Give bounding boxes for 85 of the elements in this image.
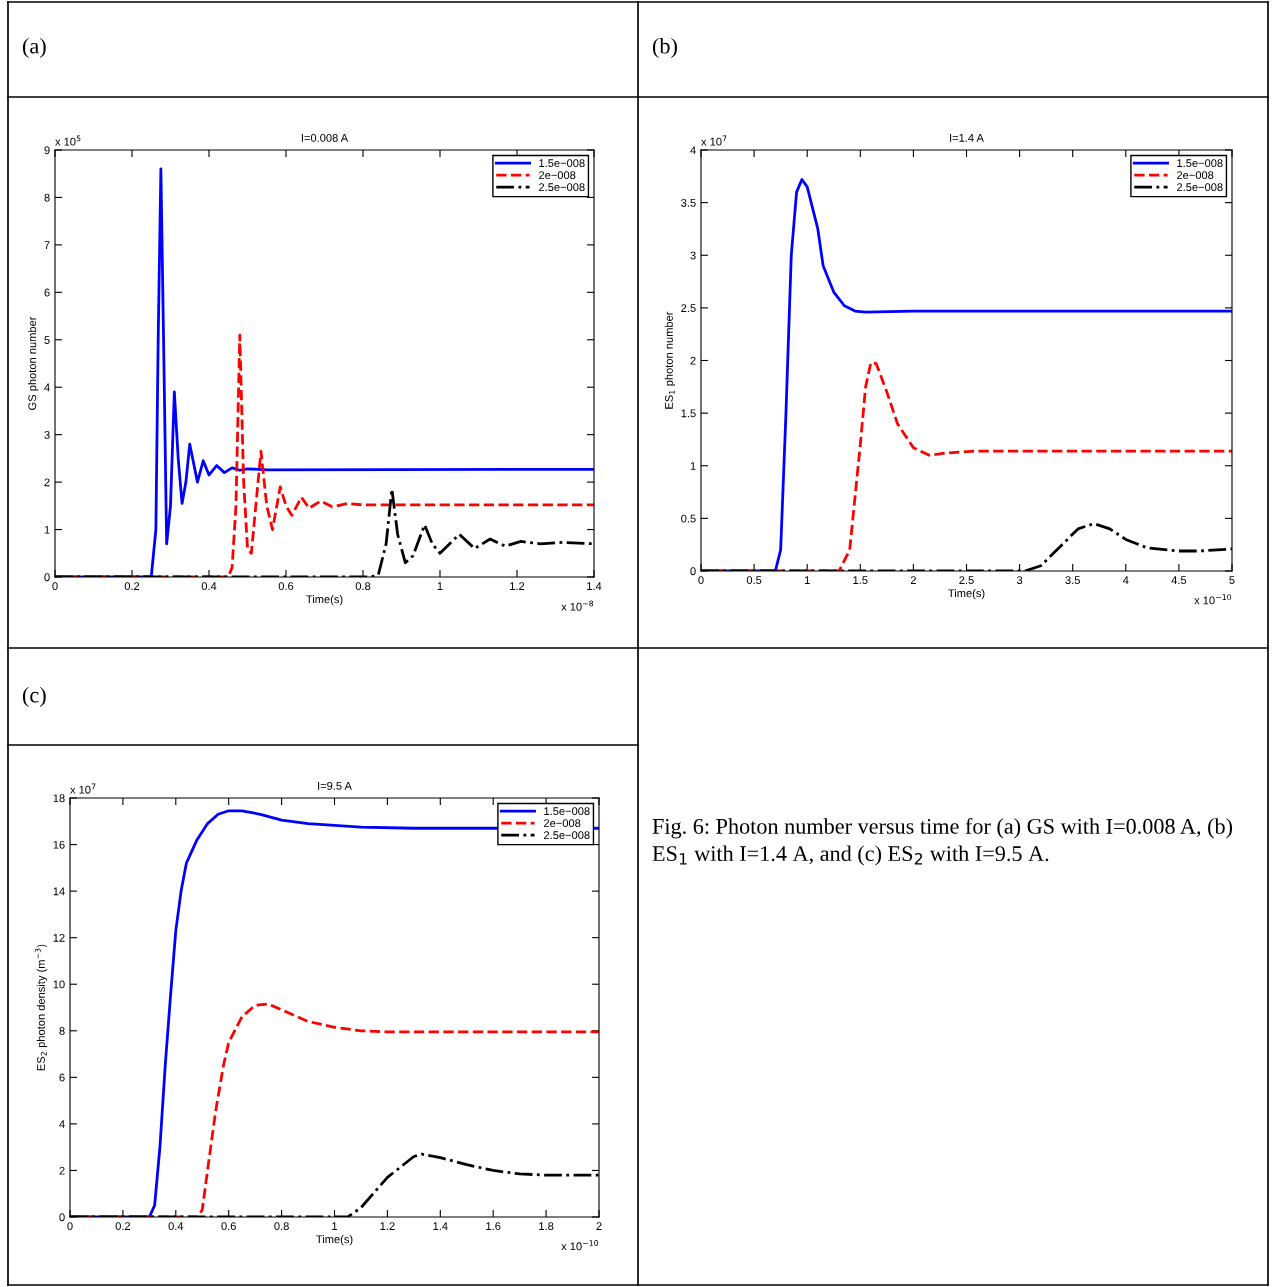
text: x 10$^{−10}$ — [1194, 594, 1232, 605]
x-axis-title: Time(s) — [306, 595, 343, 606]
x-tick-label: 4.5 — [1171, 576, 1187, 585]
caption: Fig. 6: Photon number versus time for (a) GS with I=0.008 A, (b) ES$_{1}$ with I=1.4 A, and (c) ES$_{2}$ with I=9.5 A. — [652, 818, 1233, 866]
x-tick-label: 0 — [67, 1222, 73, 1231]
chart-title: I=1.4 A — [950, 134, 984, 142]
text: x 10$^{−10}$ — [561, 1240, 599, 1251]
x-tick-label: 2 — [910, 576, 916, 584]
y-tick-label: 1 — [44, 525, 50, 534]
y-axis-title: ES$_{1}$ photon number — [664, 311, 676, 409]
x-tick-label: 1.4 — [587, 582, 602, 590]
y-axis-title: ES$_{2}$ photon density (m$^{−3}$) — [34, 944, 48, 1071]
x-tick-label: 1.5 — [853, 576, 868, 585]
x-tick-label: 4 — [1122, 576, 1129, 584]
x-tick-label: 1.2 — [510, 582, 525, 590]
x-tick-label: 0.4 — [168, 1222, 184, 1231]
y-tick-label: 6 — [59, 1073, 65, 1082]
y-tick-label: 6 — [44, 288, 50, 297]
text: x 10$^{7}$ — [701, 135, 727, 146]
legend-label: 2e−008 — [1177, 171, 1214, 180]
x-tick-label: 0 — [698, 576, 704, 585]
y-tick-label: 3.5 — [681, 198, 696, 207]
y-tick-label: 14 — [53, 887, 65, 896]
y-tick-label: 4 — [59, 1120, 65, 1128]
x-tick-label: 5 — [1229, 576, 1235, 585]
y-tick-label: 18 — [53, 794, 65, 803]
y-tick-label: 8 — [59, 1027, 65, 1035]
text: x 10$^{5}$ — [55, 135, 81, 146]
legend-label: 2.5e−008 — [544, 831, 590, 840]
x-tick-label: 1 — [332, 1222, 338, 1230]
y-tick-label: 4 — [690, 146, 696, 155]
legend-label: 2.5e−008 — [1177, 183, 1223, 192]
y-axis-title: GS photon number — [28, 316, 39, 410]
legend-label: 1.5e−008 — [1177, 159, 1223, 168]
legend-label: 2e−008 — [539, 171, 576, 180]
x-tick-label: 0.4 — [201, 582, 217, 591]
y-tick-label: 2 — [44, 478, 50, 487]
x-tick-label: 1.8 — [539, 1222, 554, 1231]
legend-label: 1.5e−008 — [539, 159, 585, 168]
y-tick-label: 10 — [53, 980, 65, 989]
y-tick-label: 9 — [44, 146, 50, 155]
x-axis-title: Time(s) — [316, 1235, 353, 1246]
x-tick-label: 0.8 — [355, 582, 371, 591]
y-tick-label: 2 — [690, 356, 696, 365]
text: x 10$^{7}$ — [70, 783, 96, 794]
x-tick-label: 0.6 — [278, 582, 294, 591]
y-tick-label: 1.5 — [681, 409, 696, 418]
y-tick-label: 0 — [59, 1213, 65, 1222]
legend-label: 1.5e−008 — [544, 807, 590, 816]
x-tick-label: 3 — [1016, 576, 1023, 585]
x-tick-label: 0.5 — [746, 576, 762, 585]
y-tick-label: 5 — [44, 336, 50, 344]
y-tick-label: 1 — [690, 462, 696, 470]
x-tick-label: 2 — [596, 1222, 602, 1230]
y-tick-label: 0.5 — [681, 514, 696, 523]
y-tick-label: 2.5 — [681, 304, 696, 313]
x-tick-label: 0.8 — [274, 1222, 289, 1231]
x-tick-label: 1.2 — [380, 1222, 395, 1230]
x-tick-label: 1.4 — [433, 1222, 448, 1230]
x-tick-label: 3.5 — [1065, 576, 1080, 585]
y-tick-label: 7 — [44, 241, 50, 249]
y-tick-label: 2 — [59, 1166, 65, 1175]
x-tick-label: 0.2 — [115, 1222, 131, 1231]
x-tick-label: 0.6 — [221, 1222, 236, 1231]
chart-title: I=9.5 A — [318, 781, 352, 790]
legend-label: 2e−008 — [544, 819, 581, 828]
chart-title: I=0.008 A — [301, 133, 349, 142]
y-tick-label: 16 — [53, 840, 65, 849]
x-tick-label: 2.5 — [959, 576, 974, 585]
x-tick-label: 0.2 — [124, 582, 140, 591]
text: x 10$^{−8}$ — [561, 600, 594, 611]
text: (b) — [652, 37, 677, 59]
text: (a) — [22, 37, 46, 59]
y-tick-label: 4 — [44, 383, 50, 392]
y-tick-label: 3 — [44, 430, 50, 439]
text: (c) — [22, 686, 46, 708]
y-tick-label: 0 — [690, 567, 696, 576]
legend-label: 2.5e−008 — [539, 183, 585, 192]
x-tick-label: 1 — [804, 576, 810, 584]
x-tick-label: 1 — [437, 582, 443, 590]
y-tick-label: 3 — [690, 251, 696, 260]
x-axis-title: Time(s) — [948, 589, 985, 600]
y-tick-label: 8 — [44, 193, 50, 202]
y-tick-label: 12 — [53, 933, 65, 942]
x-tick-label: 1.6 — [486, 1222, 501, 1231]
